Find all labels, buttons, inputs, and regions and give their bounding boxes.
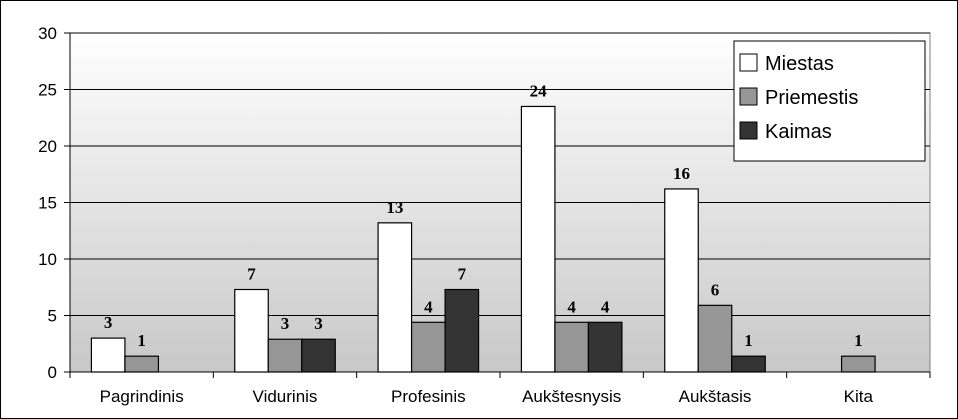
- x-tick-label-0: Pagrindinis: [100, 387, 184, 406]
- x-tick-label-3: Aukštesnysis: [522, 387, 621, 406]
- legend-label-kaimas: Kaimas: [765, 121, 832, 143]
- data-label-priemestis-1: 3: [281, 314, 290, 333]
- data-label-miestas-1: 7: [247, 265, 256, 284]
- y-tick-label-25: 25: [38, 81, 57, 100]
- data-label-priemestis-2: 4: [424, 297, 433, 316]
- data-label-kaimas-1: 3: [314, 314, 323, 333]
- bar-miestas-4: [664, 188, 699, 373]
- legend-label-miestas: Miestas: [765, 53, 834, 75]
- y-tick-label-10: 10: [38, 250, 57, 269]
- bar-priemestis-5: [840, 355, 876, 373]
- data-label-priemestis-4: 6: [711, 280, 720, 299]
- bar-kaimas-4: [731, 355, 766, 373]
- legend-swatch-priemestis: [739, 87, 758, 106]
- x-tick-label-2: Profesinis: [391, 387, 466, 406]
- legend: Miestas Priemestis Kaimas: [733, 40, 926, 162]
- bar-priemestis-2: [410, 321, 446, 373]
- x-tick-label-1: Vidurinis: [253, 387, 318, 406]
- legend-swatch-miestas: [739, 53, 758, 72]
- x-tick-label-5: Kita: [844, 387, 874, 406]
- legend-swatch-kaimas: [739, 121, 758, 140]
- bar-miestas-0: [90, 337, 126, 373]
- data-label-miestas-3: 24: [530, 81, 548, 100]
- bars: [90, 105, 876, 373]
- y-tick-label-30: 30: [38, 24, 57, 43]
- data-label-priemestis-0: 1: [137, 331, 146, 350]
- bar-kaimas-1: [301, 338, 336, 373]
- data-label-priemestis-3: 4: [567, 297, 576, 316]
- data-label-kaimas-3: 4: [601, 297, 610, 316]
- legend-box: [733, 40, 926, 162]
- bar-kaimas-2: [444, 288, 480, 373]
- bar-priemestis-0: [124, 355, 160, 373]
- y-tick-label-5: 5: [48, 307, 57, 326]
- x-tick-label-4: Aukštasis: [679, 387, 752, 406]
- data-label-kaimas-2: 7: [458, 265, 467, 284]
- data-label-miestas-4: 16: [673, 164, 690, 183]
- axes: 0 5 10 15 20 25 30 Pagrindinis Vidurinis Profesin…: [38, 24, 931, 406]
- bar-priemestis-1: [267, 338, 303, 373]
- y-tick-label-0: 0: [48, 363, 57, 382]
- bar-kaimas-3: [587, 321, 623, 373]
- data-label-miestas-0: 3: [104, 313, 113, 332]
- y-tick-label-20: 20: [38, 137, 57, 156]
- legend-label-priemestis: Priemestis: [765, 87, 858, 109]
- data-label-miestas-2: 13: [386, 198, 403, 217]
- bar-priemestis-4: [697, 304, 733, 373]
- y-tick-label-15: 15: [38, 194, 57, 213]
- data-label-priemestis-5: 1: [854, 331, 863, 350]
- bar-miestas-1: [234, 288, 269, 373]
- bar-miestas-3: [520, 105, 556, 373]
- data-label-kaimas-4: 1: [744, 331, 753, 350]
- bar-priemestis-3: [554, 321, 590, 373]
- bar-miestas-2: [377, 222, 413, 373]
